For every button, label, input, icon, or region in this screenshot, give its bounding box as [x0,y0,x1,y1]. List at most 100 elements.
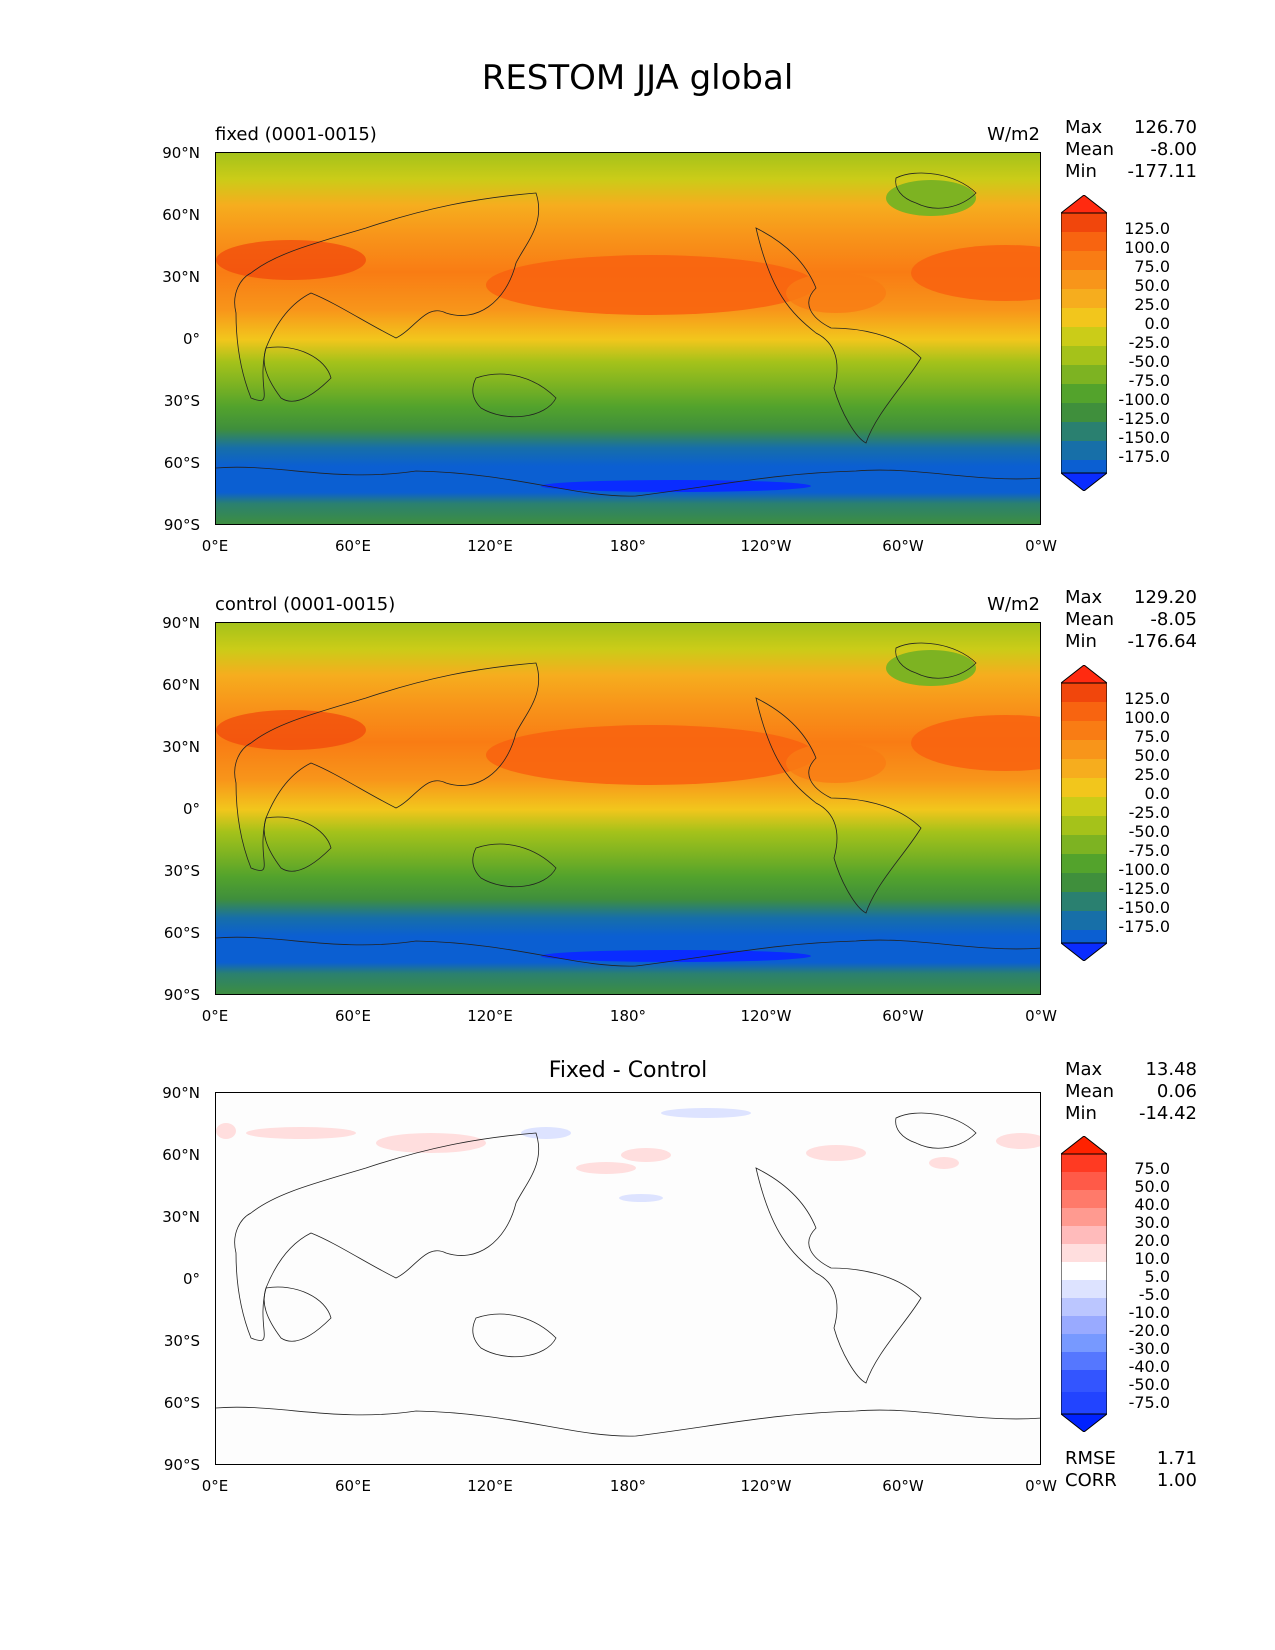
lat-tick: 30°S [163,862,200,880]
lon-tick: 0°E [201,1477,229,1495]
colorbar-tick: 75.0 [1134,727,1170,746]
colorbar-tick: 30.0 [1134,1213,1170,1232]
lat-tick: 30°S [163,1332,200,1350]
colorbar-tick: 125.0 [1124,689,1170,708]
stat-min: -177.11 [1127,161,1197,182]
lon-tick: 60°W [882,537,924,555]
colorbar-tick: -75.0 [1128,371,1170,390]
colorbar-tick: 50.0 [1134,746,1170,765]
stat-max: 126.70 [1134,117,1197,138]
lat-tick: 30°N [162,738,200,756]
lon-tick: 0°W [1025,537,1057,555]
colorbar-tick: -40.0 [1128,1357,1170,1376]
lat-tick: 60°N [162,206,200,224]
stats-diff: Max 13.48 Mean 0.06 Min -14.42 [1065,1059,1197,1125]
stat-mean: -8.00 [1150,139,1197,160]
lon-tick: 120°W [740,537,792,555]
colorbar-tick: -175.0 [1118,917,1170,936]
stats-control: Max 129.20 Mean -8.05 Min -176.64 [1065,587,1197,653]
colorbar-tick: 25.0 [1134,765,1170,784]
stats-fixed: Max 126.70 Mean -8.00 Min -177.11 [1065,117,1197,183]
lat-tick: 30°S [163,392,200,410]
colorbar-tick: 125.0 [1124,219,1170,238]
lon-tick: 60°W [882,1477,924,1495]
map-fixed [215,152,1041,525]
colorbar-tick: 5.0 [1144,1267,1170,1286]
stat-label: Max [1065,587,1103,608]
lat-tick: 0° [182,1270,200,1288]
colorbar-tick: 75.0 [1134,1159,1170,1178]
panel-title-diff: Fixed - Control [548,1058,708,1083]
colorbar-tick: -100.0 [1118,390,1170,409]
lat-tick: 60°N [162,676,200,694]
colorbar-tick: -25.0 [1128,333,1170,352]
lon-tick: 120°E [467,1007,513,1025]
diff-map [216,1093,1040,1464]
lat-tick: 60°N [162,1146,200,1164]
lon-tick: 60°E [334,537,372,555]
stat-mean: -8.05 [1150,609,1197,630]
lat-tick: 90°S [163,516,200,534]
colorbar-tick: 50.0 [1134,1177,1170,1196]
stat-max: 13.48 [1145,1059,1197,1080]
lat-tick: 0° [182,330,200,348]
colorbar-fixed [1061,195,1107,491]
lat-tick: 30°N [162,1208,200,1226]
map-control [215,622,1041,995]
lat-tick: 60°S [163,454,200,472]
panel-label-fixed: fixed (0001-0015) [215,124,377,145]
colorbar-labels-control: 125.0 100.0 75.0 50.0 25.0 0.0 -25.0 -50… [1100,689,1170,939]
lon-tick: 60°E [334,1477,372,1495]
rmse-value: 1.71 [1156,1448,1197,1469]
colorbar-tick: -125.0 [1118,879,1170,898]
stat-min: -14.42 [1138,1103,1197,1124]
lon-tick: 60°E [334,1007,372,1025]
units-label: W/m2 [987,594,1040,615]
stat-max: 129.20 [1134,587,1197,608]
colorbar-tick: 50.0 [1134,276,1170,295]
colorbar-tick: -150.0 [1118,428,1170,447]
stat-label: Min [1065,1103,1097,1124]
lon-tick: 120°W [740,1477,792,1495]
colorbar-tick: -150.0 [1118,898,1170,917]
stat-label: Mean [1065,139,1115,160]
lon-tick: 0°W [1025,1007,1057,1025]
lat-tick: 0° [182,800,200,818]
stat-label: Max [1065,1059,1103,1080]
lon-tick: 0°E [201,1007,229,1025]
colorbar-tick: 25.0 [1134,295,1170,314]
colorbar-control [1061,665,1107,961]
lon-tick: 0°E [201,537,229,555]
colorbar-tick: 100.0 [1124,708,1170,727]
colorbar-tick: -5.0 [1138,1285,1170,1304]
lon-tick: 120°E [467,537,513,555]
lat-tick: 90°S [163,986,200,1004]
lon-tick: 60°W [882,1007,924,1025]
colorbar-tick: -50.0 [1128,352,1170,371]
map-diff [215,1092,1041,1465]
field-map [216,623,1040,994]
colorbar-tick: 10.0 [1134,1249,1170,1268]
lat-tick: 90°N [162,614,200,632]
lon-tick: 180° [609,1007,647,1025]
colorbar-tick: -25.0 [1128,803,1170,822]
lat-tick: 60°S [163,924,200,942]
colorbar-tick: 0.0 [1144,784,1170,803]
colorbar-tick: -75.0 [1128,1393,1170,1412]
colorbar-tick: 75.0 [1134,257,1170,276]
stat-label: Min [1065,161,1097,182]
lon-tick: 120°W [740,1007,792,1025]
stat-label: Min [1065,631,1097,652]
colorbar-tick: -30.0 [1128,1339,1170,1358]
stat-label: Mean [1065,1081,1115,1102]
colorbar-tick: 100.0 [1124,238,1170,257]
figure-title: RESTOM JJA global [481,58,794,98]
units-label: W/m2 [987,124,1040,145]
stat-label: Mean [1065,609,1115,630]
colorbar-labels-diff: 75.0 50.0 40.0 30.0 20.0 10.0 5.0 -5.0 -… [1100,1159,1170,1412]
lon-tick: 0°W [1025,1477,1057,1495]
stat-label: Max [1065,117,1103,138]
lon-tick: 180° [609,537,647,555]
lat-tick: 90°N [162,144,200,162]
field-map [216,153,1040,524]
